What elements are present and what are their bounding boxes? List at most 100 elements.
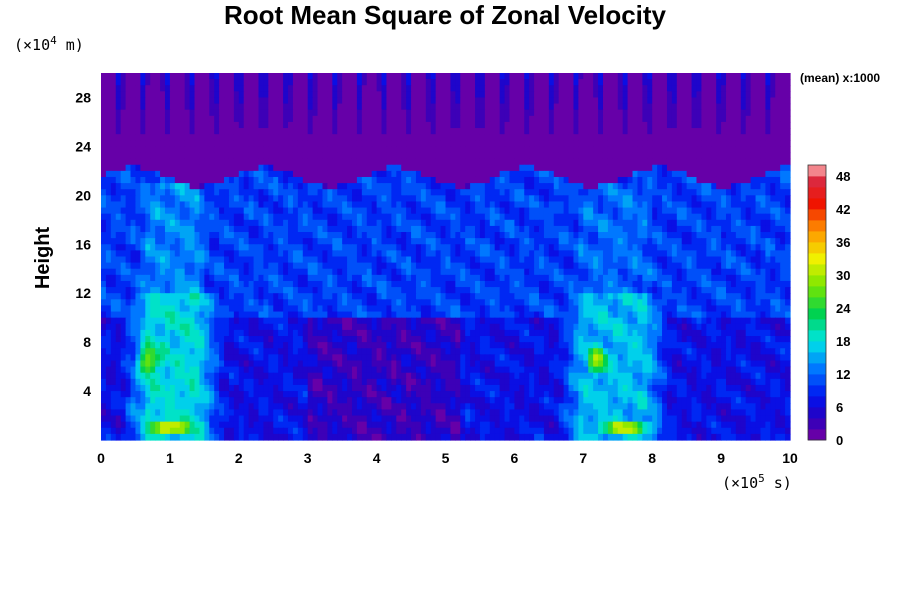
heatmap-cell xyxy=(297,128,304,135)
heatmap-cell xyxy=(701,183,707,190)
heatmap-cell xyxy=(396,121,402,129)
heatmap-cell xyxy=(489,268,496,276)
heatmap-cell xyxy=(238,91,245,99)
heatmap-cell xyxy=(484,232,491,239)
heatmap-cell xyxy=(184,152,191,160)
heatmap-cell xyxy=(199,195,205,203)
heatmap-cell xyxy=(302,134,309,141)
heatmap-cell xyxy=(243,146,250,154)
heatmap-cell xyxy=(504,183,511,190)
heatmap-cell xyxy=(105,85,112,92)
heatmap-cell xyxy=(322,225,328,233)
heatmap-cell xyxy=(701,195,707,203)
heatmap-cell xyxy=(524,207,530,215)
heatmap-cell xyxy=(780,79,786,86)
heatmap-cells xyxy=(101,73,791,441)
heatmap-cell xyxy=(553,146,560,154)
heatmap-cell xyxy=(494,121,501,129)
heatmap-cell xyxy=(602,256,609,264)
heatmap-cell xyxy=(780,225,786,233)
heatmap-cell xyxy=(332,256,338,264)
heatmap-cell xyxy=(425,128,432,135)
heatmap-cell xyxy=(617,152,624,160)
heatmap-cell xyxy=(160,268,166,276)
heatmap-cell xyxy=(598,274,604,282)
heatmap-cell xyxy=(440,134,447,141)
heatmap-cell xyxy=(425,183,432,190)
heatmap-cell xyxy=(312,79,319,86)
heatmap-cell xyxy=(278,176,284,184)
heatmap-cell xyxy=(775,164,781,172)
heatmap-cell xyxy=(322,250,328,258)
heatmap-cell xyxy=(726,79,732,86)
heatmap-cell xyxy=(214,79,220,86)
heatmap-cell xyxy=(371,109,378,117)
heatmap-cell xyxy=(543,219,550,227)
heatmap-cell xyxy=(666,85,673,92)
heatmap-cell xyxy=(553,232,560,239)
heatmap-cell xyxy=(189,195,196,203)
heatmap-cell xyxy=(612,121,619,129)
heatmap-cell xyxy=(696,274,703,282)
heatmap-cell xyxy=(711,250,717,258)
heatmap-cell xyxy=(411,250,417,258)
heatmap-cell xyxy=(573,176,579,184)
heatmap-cell xyxy=(534,238,540,245)
heatmap-cell xyxy=(297,268,304,276)
heatmap-cell xyxy=(278,170,284,178)
heatmap-cell xyxy=(716,232,722,239)
heatmap-cell xyxy=(425,91,432,99)
heatmap-cell xyxy=(696,219,703,227)
heatmap-cell xyxy=(740,140,747,147)
heatmap-cell xyxy=(573,244,579,251)
heatmap-cell xyxy=(755,121,762,129)
heatmap-cell xyxy=(376,121,383,129)
heatmap-cell xyxy=(657,195,663,203)
heatmap-cell xyxy=(573,268,579,276)
heatmap-cell xyxy=(278,287,284,294)
heatmap-cell xyxy=(460,134,466,141)
heatmap-cell xyxy=(470,268,476,276)
heatmap-cell xyxy=(686,128,693,135)
heatmap-cell xyxy=(484,91,491,99)
heatmap-cell xyxy=(445,262,452,270)
heatmap-cell xyxy=(263,121,269,129)
heatmap-cell xyxy=(598,134,604,141)
heatmap-cell xyxy=(558,238,565,245)
heatmap-cell xyxy=(553,73,560,80)
heatmap-cell xyxy=(617,280,624,288)
heatmap-cell xyxy=(622,274,629,282)
heatmap-cell xyxy=(750,134,757,141)
heatmap-cell xyxy=(258,225,265,233)
heatmap-cell xyxy=(775,207,781,215)
heatmap-cell xyxy=(391,201,397,209)
heatmap-cell xyxy=(110,85,117,92)
heatmap-cell xyxy=(499,183,506,190)
heatmap-cell xyxy=(342,201,348,209)
heatmap-cell xyxy=(721,225,727,233)
heatmap-cell xyxy=(750,85,757,92)
heatmap-cell xyxy=(312,274,319,282)
heatmap-cell xyxy=(755,158,762,166)
heatmap-cell xyxy=(263,85,269,92)
heatmap-cell xyxy=(420,268,427,276)
heatmap-cell xyxy=(371,91,378,99)
heatmap-cell xyxy=(278,219,284,227)
heatmap-cell xyxy=(194,201,201,209)
heatmap-cell xyxy=(101,189,107,196)
heatmap-cell xyxy=(706,250,712,258)
heatmap-cell xyxy=(224,73,230,80)
heatmap-cell xyxy=(652,103,658,111)
heatmap-cell xyxy=(617,201,624,209)
heatmap-cell xyxy=(726,213,732,221)
heatmap-cell xyxy=(563,183,570,190)
heatmap-cell xyxy=(553,213,560,221)
heatmap-cell xyxy=(612,250,619,258)
heatmap-cell xyxy=(115,219,122,227)
heatmap-cell xyxy=(666,134,673,141)
heatmap-cell xyxy=(671,91,678,99)
heatmap-cell xyxy=(627,250,634,258)
heatmap-cell xyxy=(302,232,309,239)
heatmap-cell xyxy=(371,152,378,160)
heatmap-cell xyxy=(568,262,575,270)
